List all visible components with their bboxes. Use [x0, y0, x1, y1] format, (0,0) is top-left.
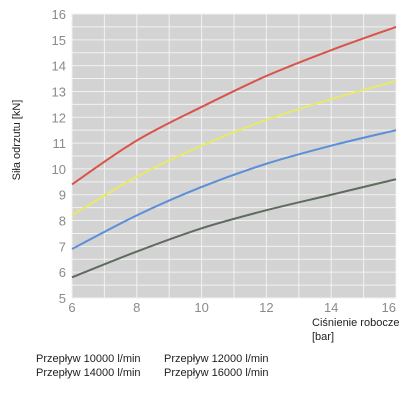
x-axis-label: Ciśnienie robocze [bar] [312, 317, 400, 343]
y-tick-label: 5 [59, 291, 66, 306]
y-axis-label: Siła odrzutu [kN] [11, 100, 23, 181]
y-tick-label: 13 [52, 84, 66, 99]
legend-item-series-2: Przepływ 12000 l/min [164, 353, 269, 365]
series-line-1 [71, 178, 397, 279]
y-tick-label: 10 [52, 162, 66, 177]
x-tick-labels: 6 8 10 12 14 16 [68, 300, 396, 315]
series-line-3 [71, 80, 397, 217]
legend-item-series-1: Przepływ 10000 l/min [36, 353, 141, 365]
x-tick-label: 10 [194, 300, 208, 315]
y-tick-label: 12 [52, 110, 66, 125]
series-line-4 [71, 25, 397, 186]
y-tick-labels: 5 6 7 8 9 10 11 12 13 14 15 16 [52, 7, 66, 306]
y-tick-label: 9 [59, 188, 66, 203]
series-line-2 [71, 129, 397, 250]
legend-item-series-4: Przepływ 16000 l/min [164, 367, 269, 379]
y-tick-label: 8 [59, 214, 66, 229]
legend: Przepływ 10000 l/min Przepływ 12000 l/mi… [36, 352, 304, 380]
series-lines [71, 25, 397, 279]
y-tick-label: 15 [52, 33, 66, 48]
x-tick-label: 6 [68, 300, 75, 315]
y-tick-label: 11 [53, 136, 67, 151]
y-tick-label: 6 [59, 265, 66, 280]
x-tick-label: 8 [133, 300, 140, 315]
y-tick-label: 16 [52, 7, 66, 22]
x-tick-label: 12 [259, 300, 273, 315]
x-tick-label: 16 [382, 300, 396, 315]
y-tick-label: 14 [52, 59, 66, 74]
y-tick-label: 7 [59, 239, 66, 254]
legend-item-series-3: Przepływ 14000 l/min [36, 367, 141, 379]
x-tick-label: 14 [324, 300, 338, 315]
